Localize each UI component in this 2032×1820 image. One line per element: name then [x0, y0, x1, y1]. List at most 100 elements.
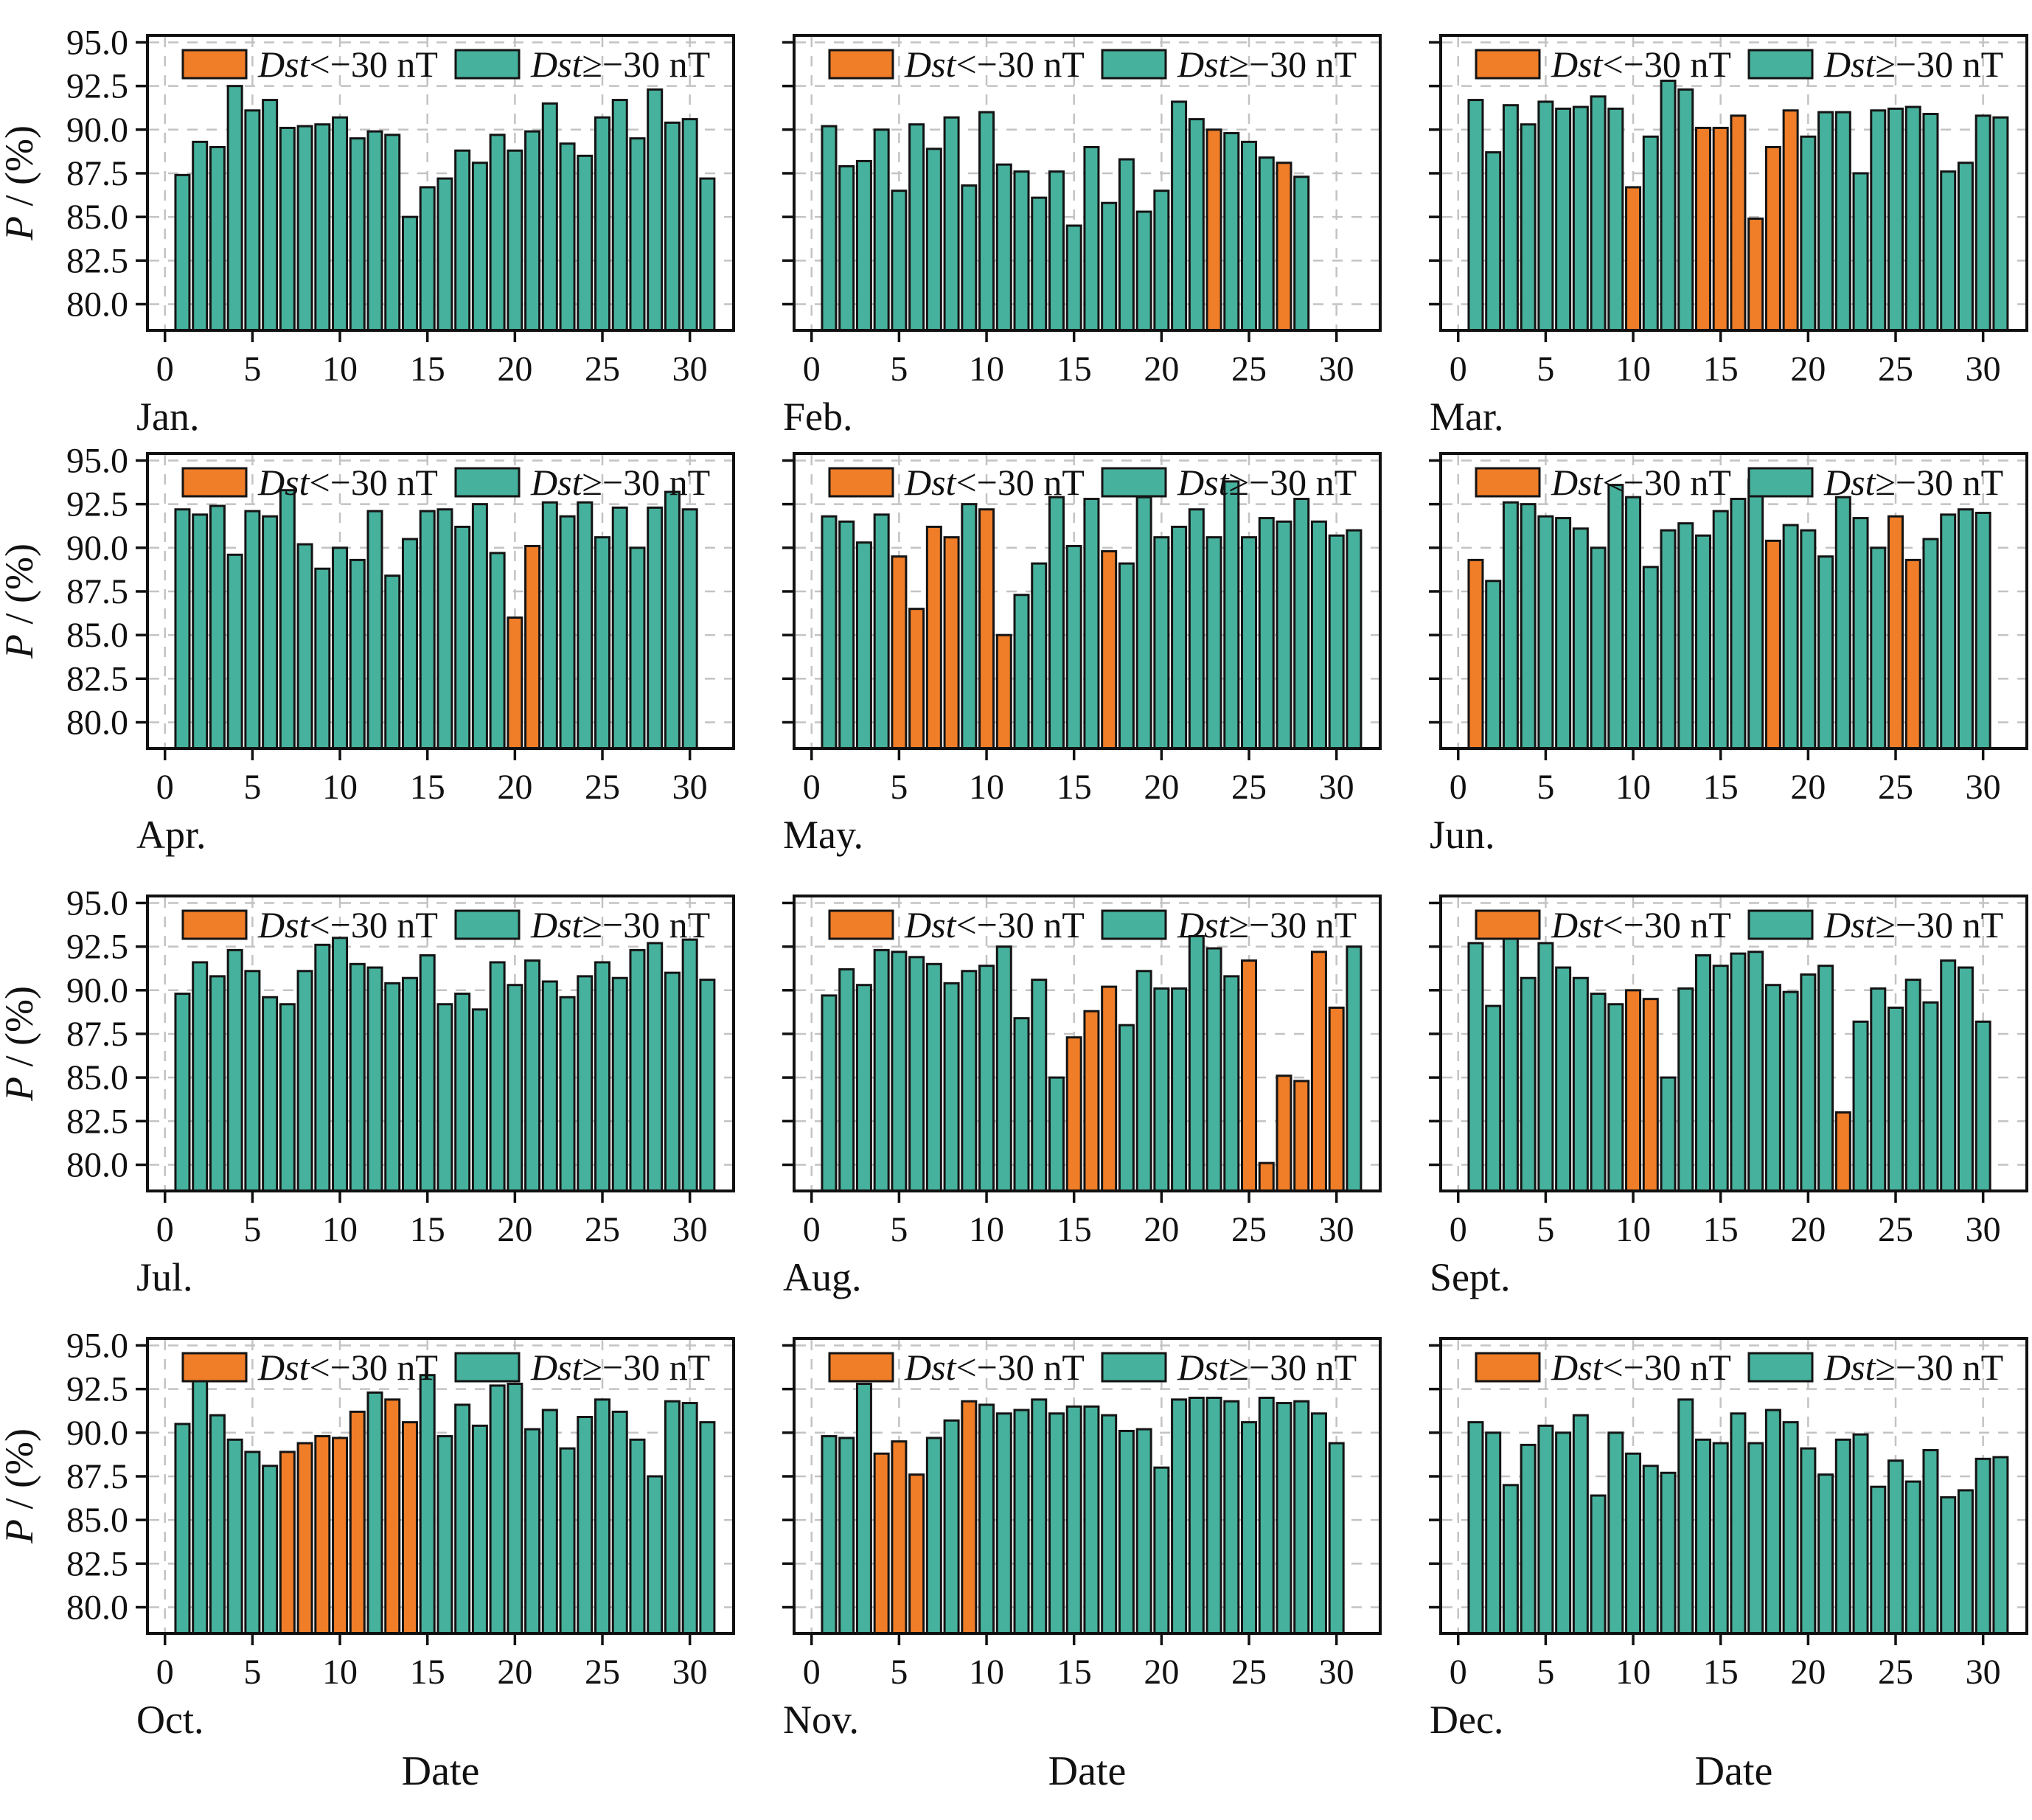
legend-label-quiet: Dst≥−30 nT [530, 462, 710, 503]
bar-apr-25 [594, 536, 611, 750]
bar-jul-29 [664, 971, 681, 1192]
bar-aug-19 [1135, 970, 1152, 1192]
bar-aug-26 [1258, 1161, 1275, 1192]
bar-may-10 [978, 508, 995, 750]
bar-nov-4 [873, 1452, 890, 1635]
bar-apr-28 [647, 506, 664, 750]
bar-jun-13 [1677, 522, 1694, 750]
bar-feb-22 [1188, 118, 1205, 332]
bar-jan-2 [192, 140, 209, 332]
x-tick-label: 30 [1966, 350, 2001, 389]
bar-feb-27 [1276, 161, 1292, 332]
bar-nov-12 [1013, 1409, 1030, 1635]
subplot-dec: 0 5 10 15 20 25 30 Dec. Date Dst<−30 nT Dst≥−30 nT [1429, 1337, 2028, 1794]
bar-apr-12 [366, 510, 383, 750]
x-tick-label: 15 [1703, 350, 1739, 389]
bar-jan-6 [262, 99, 279, 332]
legend-swatch-quiet [1747, 1352, 1814, 1383]
x-tick-label: 30 [1319, 1653, 1354, 1692]
bar-nov-20 [1153, 1466, 1170, 1635]
bar-dec-6 [1555, 1431, 1572, 1635]
y-tick-label: 95.0 [66, 441, 128, 480]
axes-border [793, 452, 1382, 750]
bar-feb-9 [961, 184, 978, 332]
bar-dec-11 [1642, 1465, 1659, 1635]
bar-jul-5 [244, 970, 261, 1192]
x-tick-label: 0 [156, 350, 174, 389]
bar-apr-7 [279, 489, 296, 750]
y-tick-label: 87.5 [66, 572, 128, 611]
bar-may-11 [995, 633, 1012, 750]
x-tick-label: 20 [1144, 1653, 1179, 1692]
y-axis-label: P / (%) [0, 125, 41, 241]
tick-marks [782, 459, 1338, 760]
subplot-oct: 0 5 10 15 20 25 30 80.0 82.5 85.0 87.5 90.0 92.5 95.0… [0, 1326, 735, 1794]
bar-sept-18 [1764, 984, 1781, 1192]
x-tick-label: 25 [1878, 350, 1913, 389]
bar-sept-14 [1694, 954, 1711, 1192]
bar-dec-8 [1590, 1494, 1607, 1635]
bar-sept-29 [1957, 966, 1974, 1192]
bar-jul-27 [629, 948, 646, 1192]
bar-oct-24 [577, 1416, 594, 1635]
bar-sept-23 [1852, 1020, 1869, 1192]
bar-dec-15 [1712, 1442, 1729, 1635]
bar-dec-14 [1694, 1438, 1711, 1635]
bar-mar-18 [1764, 145, 1781, 332]
legend-label-storm: Dst<−30 nT [257, 462, 438, 503]
legend-swatch-storm [1475, 467, 1541, 498]
bar-feb-25 [1241, 140, 1258, 332]
y-tick-label: 85.0 [66, 1501, 128, 1540]
bar-mar-5 [1537, 100, 1554, 332]
bar-jun-3 [1502, 501, 1519, 750]
legend-swatch-storm [828, 49, 894, 80]
x-tick-label: 25 [585, 350, 620, 389]
x-tick-label: 25 [1231, 1653, 1267, 1692]
bars-group [174, 937, 716, 1192]
bar-aug-15 [1065, 1036, 1082, 1192]
month-label: Aug. [783, 1255, 862, 1299]
bar-jan-5 [244, 109, 261, 332]
bar-oct-15 [419, 1374, 436, 1635]
bar-apr-10 [332, 546, 349, 750]
bar-jul-25 [594, 961, 611, 1192]
legend-label-quiet: Dst≥−30 nT [1823, 1347, 2003, 1388]
legend-swatch-quiet [1101, 1352, 1167, 1383]
x-tick-label: 5 [243, 350, 261, 389]
x-tick-label: 10 [969, 1653, 1004, 1692]
bar-mar-14 [1694, 126, 1711, 332]
bar-sept-26 [1904, 979, 1921, 1192]
legend-label-storm: Dst<−30 nT [904, 904, 1085, 945]
x-tick-label: 20 [497, 1210, 532, 1249]
bar-nov-8 [943, 1419, 960, 1635]
legend-swatch-storm [1475, 909, 1541, 940]
legend-swatch-storm [1475, 49, 1541, 80]
bar-aug-14 [1048, 1076, 1065, 1192]
subplot-jul: 0 5 10 15 20 25 30 80.0 82.5 85.0 87.5 90.0 92.5 95.0… [0, 883, 735, 1299]
legend-label-storm: Dst<−30 nT [904, 462, 1085, 503]
bar-sept-10 [1625, 989, 1642, 1192]
bar-apr-16 [436, 508, 453, 750]
bar-jun-22 [1834, 496, 1851, 750]
bar-aug-31 [1346, 945, 1363, 1192]
bar-nov-24 [1223, 1400, 1240, 1635]
bar-may-4 [873, 513, 890, 750]
y-tick-label: 80.0 [66, 1145, 128, 1184]
bar-jul-18 [471, 1008, 488, 1192]
bar-nov-9 [961, 1400, 978, 1635]
x-tick-label: 25 [585, 1653, 620, 1692]
bar-jun-15 [1712, 510, 1729, 750]
legend-swatch-storm [828, 909, 894, 940]
y-tick-label: 87.5 [66, 154, 128, 193]
x-tick-label: 15 [1703, 1210, 1739, 1249]
x-tick-label: 25 [585, 768, 620, 807]
bar-jan-12 [366, 130, 383, 332]
x-tick-label: 15 [410, 1653, 445, 1692]
bar-mar-13 [1677, 88, 1694, 332]
bar-dec-18 [1764, 1409, 1781, 1635]
bar-mar-15 [1712, 126, 1729, 332]
bars-group [821, 100, 1310, 332]
x-tick-label: 25 [1231, 1210, 1267, 1249]
bar-jan-26 [611, 99, 628, 332]
